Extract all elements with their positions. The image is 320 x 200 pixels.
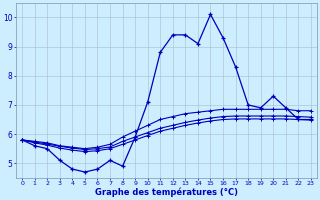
- X-axis label: Graphe des températures (°C): Graphe des températures (°C): [95, 188, 238, 197]
